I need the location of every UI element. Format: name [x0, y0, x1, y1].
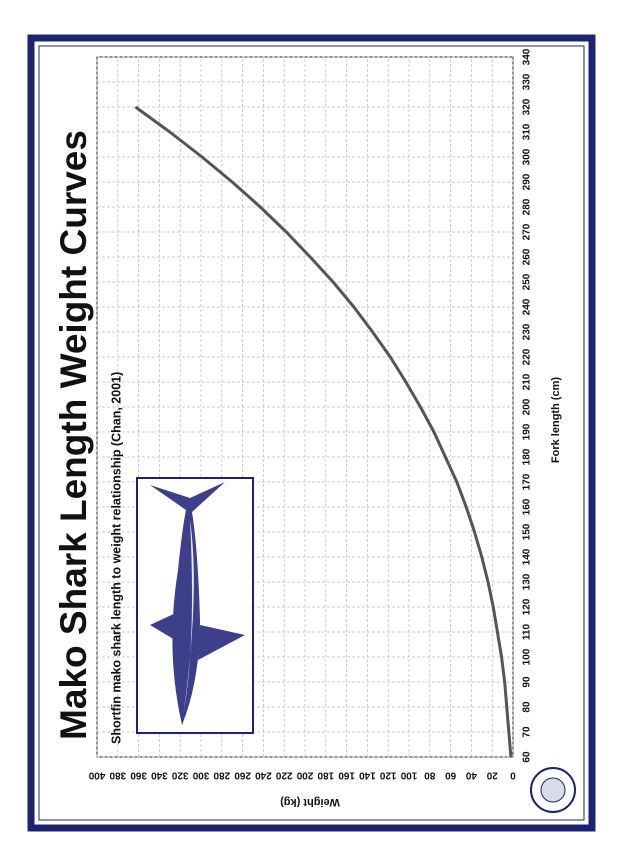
- y-tick-label: 360: [130, 769, 147, 780]
- x-tick-label: 100: [522, 648, 533, 665]
- x-tick-label: 250: [522, 273, 533, 290]
- x-tick-label: 190: [522, 423, 533, 440]
- x-tick-label: 240: [522, 298, 533, 315]
- y-tick-label: 320: [171, 769, 188, 780]
- x-tick-label: 150: [522, 523, 533, 540]
- x-tick-label: 280: [522, 198, 533, 215]
- y-tick-label: 160: [338, 769, 355, 780]
- y-tick-label: 240: [255, 769, 272, 780]
- x-tick-label: 60: [522, 751, 533, 763]
- shark-body: [150, 482, 225, 725]
- x-tick-label: 70: [522, 726, 533, 738]
- chart-subtitle: Shortfin mako shark length to weight rel…: [109, 372, 123, 744]
- y-tick-label: 180: [317, 769, 334, 780]
- x-tick-label: 220: [522, 348, 533, 365]
- x-tick-label: 140: [522, 548, 533, 565]
- inner-border: [38, 45, 585, 821]
- y-tick-label: 100: [400, 769, 417, 780]
- y-tick-label: 300: [192, 769, 209, 780]
- y-tick-label: 140: [359, 769, 376, 780]
- y-tick-label: 0: [510, 769, 516, 780]
- x-tick-label: 330: [522, 73, 533, 90]
- shark-inset: [136, 477, 254, 734]
- y-tick-label: 40: [465, 769, 477, 780]
- x-tick-label: 180: [522, 448, 533, 465]
- x-tick-label: 320: [522, 98, 533, 115]
- y-tick-label: 280: [213, 769, 230, 780]
- y-tick-label: 380: [109, 769, 126, 780]
- x-tick-label: 230: [522, 323, 533, 340]
- x-tick-label: 170: [522, 473, 533, 490]
- shark-fin: [198, 625, 245, 660]
- x-tick-label: 290: [522, 173, 533, 190]
- y-tick-label: 120: [379, 769, 396, 780]
- data-line: [134, 105, 513, 758]
- x-axis-label: Fork length (cm): [550, 377, 562, 464]
- y-tick-label: 340: [151, 769, 168, 780]
- chart: Mako Shark Length Weight Curves 60 70 80 90…: [27, 34, 596, 832]
- shark-belly: [184, 520, 194, 710]
- x-tick-label: 210: [522, 373, 533, 390]
- logo: [530, 767, 576, 813]
- y-tick-label: 220: [275, 769, 292, 780]
- x-tick-label: 130: [522, 573, 533, 590]
- y-tick-label: 260: [234, 769, 251, 780]
- y-tick-label: 20: [486, 769, 498, 780]
- x-tick-label: 310: [522, 123, 533, 140]
- shark-fin: [150, 612, 178, 640]
- x-tick-label: 270: [522, 223, 533, 240]
- x-tick-label: 340: [522, 48, 533, 65]
- x-tick-label: 80: [522, 701, 533, 713]
- x-tick-label: 160: [522, 498, 533, 515]
- y-tick-label: 60: [445, 769, 457, 780]
- y-tick-label: 200: [296, 769, 313, 780]
- y-axis-label: Weight (kg): [280, 796, 340, 808]
- x-tick-label: 300: [522, 148, 533, 165]
- y-tick-label: 400: [88, 769, 105, 780]
- x-tick-label: 260: [522, 248, 533, 265]
- x-tick-label: 200: [522, 398, 533, 415]
- y-tick-label: 80: [424, 769, 436, 780]
- x-tick-label: 110: [522, 623, 533, 640]
- logo-center: [540, 777, 566, 803]
- x-tick-label: 120: [522, 598, 533, 615]
- x-tick-label: 90: [522, 676, 533, 688]
- outer-border: [27, 34, 596, 832]
- chart-title: Mako Shark Length Weight Curves: [53, 130, 94, 740]
